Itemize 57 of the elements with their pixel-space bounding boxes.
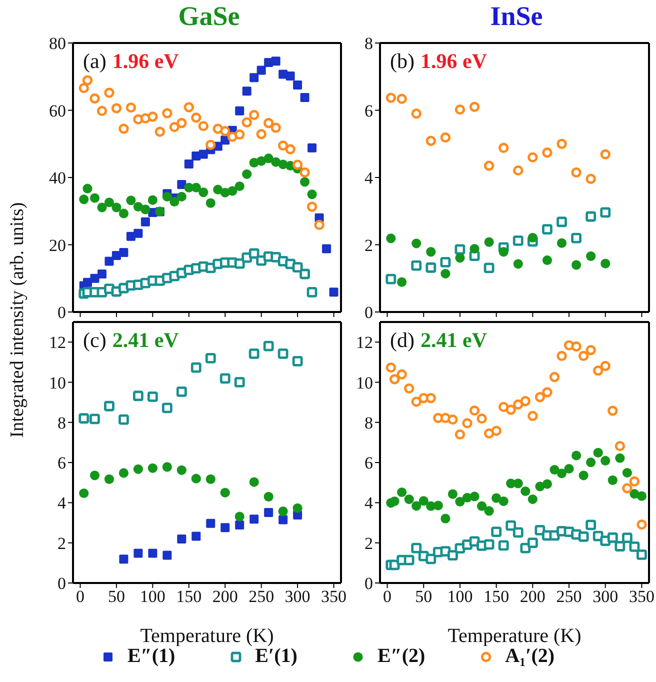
x-tick-label: 300 [284, 587, 310, 606]
x-axis-title: Temperature (K) [448, 625, 582, 647]
y-tick-label: 10 [49, 373, 66, 392]
annotation: 1.96 eV [420, 49, 487, 73]
legend-label: E″(2) [377, 645, 426, 668]
x-tick-label: 300 [592, 587, 618, 606]
annotation: (c) [83, 328, 106, 352]
y-tick-label: 60 [49, 101, 66, 120]
y-tick-label: 80 [49, 34, 66, 54]
chart-title: InSe [489, 1, 544, 32]
legend-label: A₁′(2) [505, 645, 555, 668]
x-tick-label: 0 [383, 587, 392, 606]
x-tick-label: 100 [140, 587, 166, 606]
chart-title: GaSe [177, 1, 241, 32]
y-tick-label: 0 [58, 303, 66, 322]
x-axis-title: Temperature (K) [140, 625, 274, 647]
y-tick-label: 2 [364, 236, 373, 255]
y-tick-label: 8 [364, 413, 373, 432]
x-tick-label: 200 [212, 587, 238, 606]
x-tick-label: 350 [628, 587, 654, 606]
annotation: 1.96 eV [112, 49, 179, 73]
x-tick-label: 50 [108, 587, 125, 606]
y-tick-label: 6 [364, 454, 373, 473]
y-tick-label: 4 [364, 168, 374, 188]
x-tick-label: 0 [76, 587, 84, 606]
annotation: (b) [390, 49, 414, 73]
x-tick-label: 100 [447, 587, 473, 606]
y-tick-label: 12 [49, 333, 66, 352]
y-tick-label: 6 [364, 101, 373, 120]
y-tick-label: 8 [364, 34, 373, 54]
y-tick-label: 10 [356, 373, 373, 392]
annotation: (a) [83, 49, 106, 73]
x-tick-label: 200 [520, 587, 546, 606]
x-tick-label: 150 [484, 587, 510, 606]
y-tick-label: 0 [58, 574, 66, 594]
legend-label: E″(1) [127, 645, 176, 668]
x-tick-label: 350 [321, 587, 347, 606]
y-tick-label: 0 [364, 303, 373, 322]
y-tick-label: 6 [58, 454, 66, 473]
y-tick-label: 2 [58, 534, 66, 553]
y-axis-title: Integrated intensity (arb. units) [7, 202, 28, 438]
legend-label: E′(1) [255, 645, 298, 668]
annotation: (d) [390, 328, 414, 352]
y-tick-label: 2 [364, 534, 373, 553]
y-tick-label: 20 [49, 236, 66, 255]
y-tick-label: 40 [49, 168, 66, 188]
annotation: 2.41 eV [420, 328, 487, 352]
x-tick-label: 50 [415, 587, 432, 606]
y-tick-label: 4 [58, 494, 66, 513]
x-tick-label: 250 [556, 587, 582, 606]
annotation: 2.41 eV [112, 328, 179, 352]
x-tick-label: 250 [248, 587, 274, 606]
x-tick-label: 150 [176, 587, 202, 606]
y-tick-label: 12 [356, 333, 373, 352]
y-tick-label: 4 [364, 494, 374, 513]
y-tick-label: 8 [58, 413, 66, 432]
y-tick-label: 0 [364, 574, 373, 594]
